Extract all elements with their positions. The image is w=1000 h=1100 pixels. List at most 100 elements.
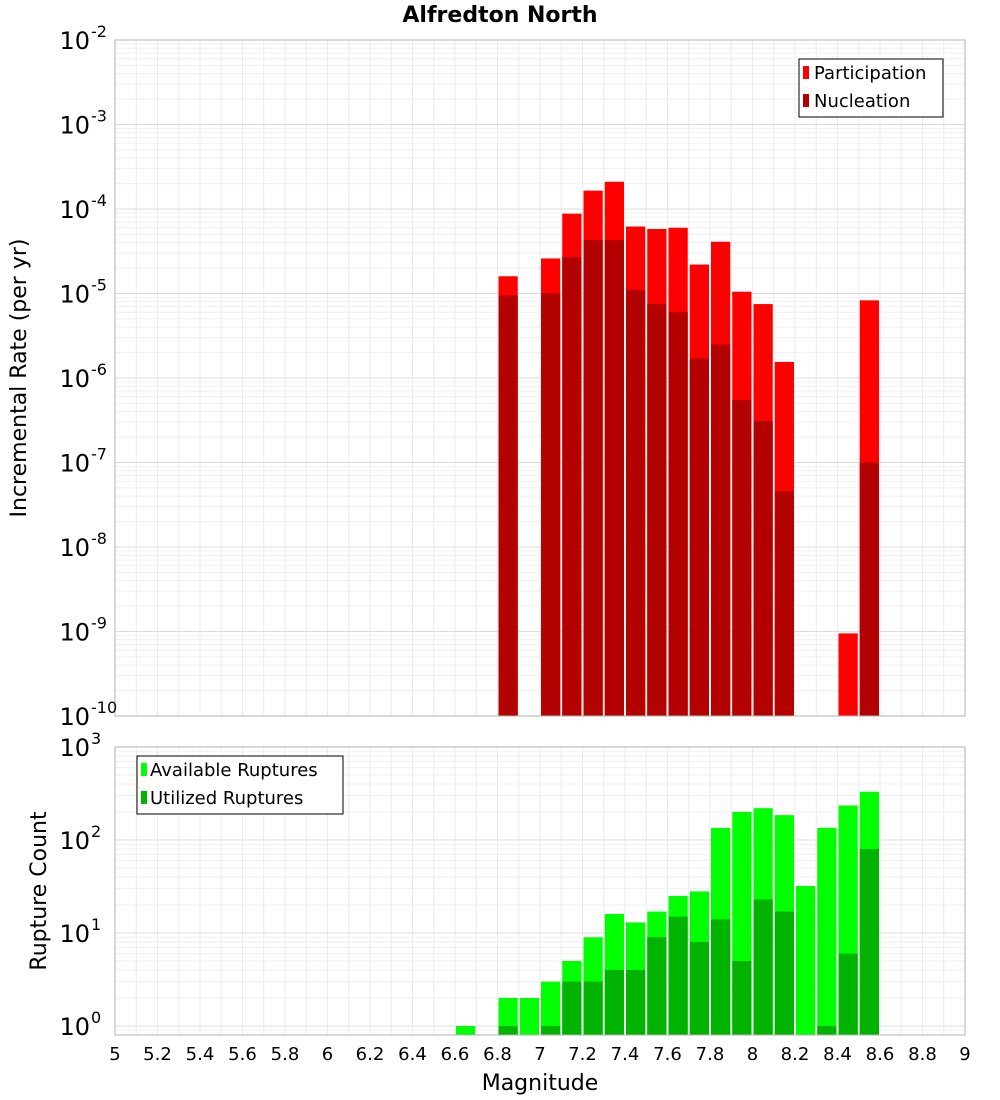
rate-bar-nucleation: [859, 462, 879, 716]
count-bar-available-ruptures: [817, 827, 837, 1035]
rate-y-tick-exponent: -5: [91, 276, 107, 295]
count-y-tick-exponent: 2: [91, 822, 101, 841]
magnitude-x-tick-label: 6.4: [398, 1044, 427, 1065]
rate-bar-participation: [838, 633, 858, 716]
count-y-tick-exponent: 1: [91, 915, 101, 934]
rate-bar-nucleation: [562, 257, 582, 716]
rate-grid: [114, 39, 966, 717]
available-legend-swatch: [141, 763, 147, 776]
magnitude-x-tick-label: 8: [747, 1044, 758, 1065]
rate-y-tick-label: 10: [59, 619, 90, 647]
rate-y-tick-exponent: -9: [91, 614, 107, 633]
magnitude-x-tick-label: 9: [959, 1044, 970, 1065]
rate-y-tick-label: 10: [59, 281, 90, 309]
rate-legend-box: [798, 58, 944, 118]
count-bar-available-ruptures: [541, 981, 561, 1035]
rate-y-tick-exponent: -7: [91, 445, 107, 464]
count-y-tick-label: 10: [59, 920, 90, 948]
magnitude-x-tick-label: 6.2: [356, 1044, 385, 1065]
count-legend: Available Ruptures Utilized Ruptures: [136, 755, 344, 815]
rate-legend: Participation Nucleation: [798, 58, 944, 118]
rate-plot-border: [114, 39, 966, 717]
magnitude-x-tick-label: 7.6: [653, 1044, 682, 1065]
rate-bar-nucleation: [689, 358, 709, 716]
count-legend-box: [136, 755, 344, 815]
rate-y-tick-exponent: -10: [91, 698, 117, 717]
count-y-axis-label: Rupture Count: [27, 811, 52, 971]
rate-bar-nucleation: [668, 312, 688, 716]
count-plot-border: [114, 746, 966, 1036]
rate-bars: [498, 181, 879, 717]
count-bar-utilized-ruptures: [774, 911, 794, 1035]
count-bars: [456, 791, 879, 1035]
magnitude-x-tick-label: 8.4: [823, 1044, 852, 1065]
nucleation-legend-label: Nucleation: [814, 91, 910, 112]
rate-y-tick-exponent: -2: [91, 22, 107, 41]
count-bar-utilized-ruptures: [689, 942, 709, 1035]
count-bar-utilized-ruptures: [626, 969, 646, 1035]
magnitude-x-tick-label: 6.6: [441, 1044, 470, 1065]
count-bar-available-ruptures: [796, 886, 816, 1035]
count-bar-utilized-ruptures: [859, 849, 879, 1035]
nucleation-legend-swatch: [803, 94, 809, 107]
magnitude-x-tick-label: 5.4: [186, 1044, 215, 1065]
magnitude-x-tick-label: 5: [109, 1044, 120, 1065]
count-bar-utilized-ruptures: [668, 916, 688, 1035]
rate-y-tick-label: 10: [59, 534, 90, 562]
count-bar-utilized-ruptures: [498, 1025, 518, 1035]
rate-bar-nucleation: [753, 420, 773, 716]
magnitude-x-tick-label: 5.2: [143, 1044, 172, 1065]
participation-legend-swatch: [803, 66, 809, 79]
rate-y-tick-label: 10: [59, 450, 90, 478]
rate-bar-nucleation: [583, 239, 603, 716]
magnitude-x-tick-label: 5.6: [228, 1044, 257, 1065]
magnitude-x-tick-label: 7.2: [568, 1044, 597, 1065]
count-bar-available-ruptures: [498, 997, 518, 1035]
rate-y-tick-label: 10: [59, 196, 90, 224]
rate-y-axis-label: Incremental Rate (per yr): [7, 239, 32, 518]
rate-bar-nucleation: [711, 344, 731, 716]
count-bar-utilized-ruptures: [583, 981, 603, 1035]
count-y-tick-exponent: 3: [91, 729, 101, 748]
count-y-tick-label: 10: [59, 734, 90, 762]
magnitude-x-tick-label: 7.4: [611, 1044, 640, 1065]
count-bar-available-ruptures: [456, 1025, 476, 1035]
utilized-legend-label: Utilized Ruptures: [150, 788, 303, 809]
count-bar-utilized-ruptures: [711, 919, 731, 1035]
count-bar-utilized-ruptures: [562, 981, 582, 1035]
rate-y-tick-label: 10: [59, 703, 90, 731]
count-bar-utilized-ruptures: [732, 960, 752, 1035]
magnitude-x-tick-label: 8.6: [866, 1044, 895, 1065]
available-legend-label: Available Ruptures: [150, 760, 318, 781]
count-bar-utilized-ruptures: [753, 899, 773, 1035]
count-bar-utilized-ruptures: [604, 969, 624, 1035]
rate-y-tick-exponent: -3: [91, 107, 107, 126]
magnitude-x-tick-label: 8.2: [781, 1044, 810, 1065]
rate-bar-nucleation: [732, 399, 752, 716]
rate-bar-nucleation: [626, 290, 646, 716]
rate-y-tick-label: 10: [59, 365, 90, 393]
count-bar-utilized-ruptures: [647, 937, 667, 1035]
chart-title: Alfredton North: [402, 3, 597, 28]
rate-y-tick-exponent: -8: [91, 529, 107, 548]
rate-bar-nucleation: [541, 293, 561, 716]
count-bar-available-ruptures: [519, 997, 539, 1035]
magnitude-x-axis-label: Magnitude: [482, 1071, 599, 1096]
count-bar-utilized-ruptures: [817, 1025, 837, 1035]
magnitude-x-tick-label: 6: [322, 1044, 333, 1065]
rate-y-tick-exponent: -6: [91, 360, 107, 379]
count-bar-utilized-ruptures: [541, 1025, 561, 1035]
rate-bar-nucleation: [498, 295, 518, 716]
rate-y-tick-exponent: -4: [91, 191, 107, 210]
magnitude-x-tick-label: 8.8: [908, 1044, 937, 1065]
count-y-tick-label: 10: [59, 827, 90, 855]
magnitude-x-tick-label: 6.8: [483, 1044, 512, 1065]
count-y-tick-label: 10: [59, 1013, 90, 1041]
magnitude-x-tick-label: 7: [534, 1044, 545, 1065]
count-bar-utilized-ruptures: [838, 953, 858, 1035]
